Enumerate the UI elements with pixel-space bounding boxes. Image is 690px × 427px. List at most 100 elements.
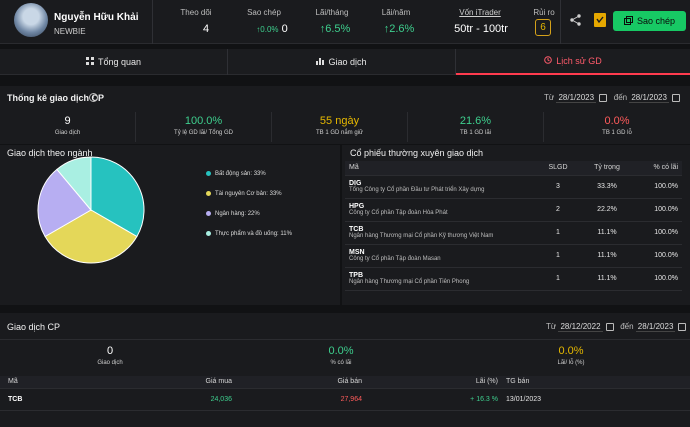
table-row[interactable]: MSN Công ty Cổ phần Tập đoàn Masan 1 11.1% 1…	[345, 244, 682, 268]
stat-value-capital: 50tr - 100tr	[454, 23, 508, 35]
frequent-stocks-title: Cổ phiếu thường xuyên giao dịch	[350, 148, 484, 158]
table-row[interactable]: TPB Ngân hàng Thương mại Cổ phần Tiên Pho…	[345, 267, 682, 291]
table-row[interactable]: HPG Công ty Cổ phần Tập đoàn Hòa Phát 2 22.…	[345, 198, 682, 222]
bar-chart-icon	[316, 57, 325, 67]
metric-avg-profit: 21.6% TB 1 GD lãi	[408, 112, 544, 142]
col-slgd: SLGD	[535, 161, 581, 176]
stock-weight: 11.1%	[581, 244, 633, 268]
metric-hold-days: 55 ngày TB 1 GD nắm giữ	[272, 112, 408, 142]
stat-value-follow: 4	[176, 23, 236, 35]
legend-dot	[206, 231, 211, 237]
stock-profit: 100.0%	[633, 175, 682, 199]
avatar[interactable]	[14, 3, 48, 37]
tab-label: Giao dịch	[328, 57, 367, 67]
copy-count: 0	[281, 23, 288, 35]
copy-change: ↑0.0%	[256, 25, 279, 34]
profile-header: Nguyễn Hữu Khải NEWBIE Theo dõi 4 Sao ch…	[0, 0, 690, 44]
to-label: đến	[620, 322, 634, 331]
stock-profit: 100.0%	[633, 198, 682, 222]
trade-buy-price: 24,036	[140, 388, 236, 411]
calendar-icon[interactable]	[599, 93, 608, 102]
stat-label-copy: Sao chép	[247, 8, 281, 17]
trades-summary-pnl: 0.0% Lãi/ lỗ (%)	[521, 345, 621, 366]
copy-button-label: Sao chép	[636, 16, 676, 26]
col-sell-time: TG bán	[502, 376, 690, 389]
metric-value: 9	[64, 115, 71, 127]
trade-sell-price: 27,964	[236, 388, 366, 411]
divider	[152, 0, 153, 44]
tab-trading[interactable]: Giao dịch	[228, 49, 456, 75]
col-buy: Giá mua	[140, 376, 236, 389]
to-label: đến	[613, 93, 628, 102]
copy-trade-button[interactable]: Sao chép	[613, 11, 686, 31]
stock-cell: DIG Tổng Công ty Cổ phần Đầu tư Phát triể…	[345, 175, 535, 199]
stock-name: Công ty Cổ phần Tập đoàn Hòa Phát	[349, 210, 448, 216]
col-code: Mã	[345, 161, 535, 176]
summary-label: Giao dịch	[97, 360, 123, 366]
metric-trades: 9 Giao dịch	[0, 112, 136, 142]
share-icon[interactable]	[570, 14, 581, 29]
col-code: Mã	[0, 376, 140, 389]
legend-dot	[206, 191, 211, 197]
legend-label: Thực phẩm và đồ uống: 11%	[215, 231, 292, 238]
trades-summary-win: 0.0% % có lãi	[291, 345, 391, 366]
legend-label: Tài nguyên Cơ bản: 33%	[215, 191, 282, 198]
pie-slice[interactable]	[56, 156, 92, 212]
from-label: Từ	[546, 322, 557, 331]
metric-label: TB 1 GD lỗ	[602, 130, 632, 136]
stock-name: Công ty Cổ phần Tập đoàn Masan	[349, 256, 441, 262]
stat-label-monthly: Lãi/tháng	[315, 8, 349, 17]
legend-item: Ngân hàng: 22%	[206, 211, 336, 217]
stock-slgd: 2	[535, 198, 581, 222]
summary-value: 0	[106, 345, 114, 357]
info-icon[interactable]: i	[89, 93, 98, 102]
stats-section-title: Thống kê giao dịch CP	[7, 93, 105, 103]
from-label: Từ	[544, 93, 555, 102]
follow-count: 4	[202, 23, 210, 35]
stat-value-monthly: ↑6.5%	[319, 23, 351, 35]
stock-weight: 11.1%	[581, 267, 633, 291]
metric-value: 21.6%	[459, 115, 492, 127]
stats-from-date[interactable]: 28/1/2023	[556, 93, 597, 103]
stats-to-date[interactable]: 28/1/2023	[629, 93, 669, 103]
trades-to-date[interactable]: 28/1/2023	[635, 322, 676, 332]
tab-label: Lịch sử GD	[556, 56, 602, 66]
metric-label: Giao dịch	[54, 130, 81, 136]
stock-profit: 100.0%	[633, 244, 682, 268]
stock-slgd: 1	[535, 221, 581, 245]
trades-summary-count: 0 Giao dịch	[60, 345, 160, 366]
stat-label-follow: Theo dõi	[180, 8, 212, 17]
profile-name: Nguyễn Hữu Khải	[54, 12, 139, 23]
tab-overview[interactable]: Tổng quan	[0, 49, 228, 75]
divider	[0, 339, 690, 340]
pie-slice[interactable]	[90, 156, 145, 238]
table-row[interactable]: DIG Tổng Công ty Cổ phần Đầu tư Phát triể…	[345, 175, 682, 199]
metric-value: 55 ngày	[319, 115, 360, 127]
stock-code: DIG	[349, 180, 362, 187]
stock-code: TCB	[349, 226, 364, 233]
trades-from-date[interactable]: 28/12/2022	[558, 322, 603, 332]
stock-weight: 22.2%	[581, 198, 633, 222]
calendar-icon[interactable]	[605, 322, 614, 331]
col-profit: Lãi (%)	[366, 376, 502, 389]
calendar-icon[interactable]	[678, 322, 687, 331]
legend-dot	[206, 211, 211, 217]
trade-code: TCB	[0, 388, 140, 411]
pie-slice[interactable]	[44, 209, 138, 264]
calendar-icon[interactable]	[671, 93, 680, 102]
bookmark-icon[interactable]	[594, 13, 606, 27]
summary-value: 0.0%	[558, 345, 584, 357]
risk-badge: 6	[535, 19, 551, 36]
stat-label-capital[interactable]: Vốn iTrader	[459, 8, 501, 17]
table-row[interactable]: TCB 24,036 27,964 + 16.3 % 13/01/2023	[0, 388, 690, 411]
metric-value: 0.0%	[604, 115, 630, 127]
sector-legend: Bất động sản: 33% Tài nguyên Cơ bản: 33% N…	[206, 171, 336, 251]
pie-slice[interactable]	[37, 168, 92, 238]
table-row[interactable]: TCB Ngân hàng Thương mại Cổ phần Kỹ thươn…	[345, 221, 682, 245]
metric-label: TB 1 GD nắm giữ	[315, 130, 364, 136]
trade-profit: + 16.3 %	[366, 388, 502, 411]
stats-date-range: Từ 28/1/2023 đến 28/1/2023	[544, 93, 680, 103]
profile-rank: NEWBIE	[54, 27, 86, 36]
tab-history[interactable]: Lịch sử GD	[456, 49, 690, 75]
col-sell: Giá bán	[236, 376, 366, 389]
